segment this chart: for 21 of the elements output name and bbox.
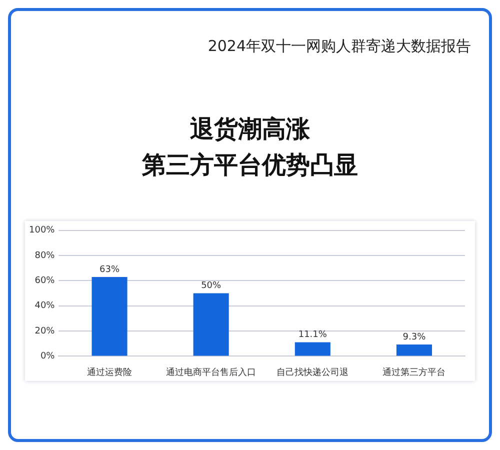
y-tick-label: 20% — [34, 326, 56, 336]
text: 2024年双十一网购人群寄递大数据报告 — [208, 37, 471, 56]
bar — [294, 342, 330, 356]
bar — [193, 293, 229, 356]
y-tick-label: 0% — [40, 352, 56, 362]
y-tick-label: 80% — [34, 250, 56, 261]
x-tick-label: 自己找快递公司退 — [276, 366, 349, 378]
x-tick-label: 通过电商平台售后入口 — [166, 366, 256, 378]
bar — [396, 344, 432, 356]
data-label: 11.1% — [298, 330, 328, 340]
data-label: 63% — [100, 264, 120, 275]
chart-title: 退货潮高涨 — [189, 114, 311, 145]
data-label: 50% — [201, 281, 222, 292]
y-tick-label: 60% — [34, 276, 56, 286]
bar — [92, 276, 128, 356]
chart-subtitle: 第三方平台优势凸显 — [141, 150, 359, 181]
data-label: 9.3% — [402, 332, 426, 342]
x-tick-label: 通过运费险 — [87, 366, 132, 378]
y-tick-label: 100% — [28, 226, 56, 236]
y-tick-label: 40% — [34, 301, 56, 312]
x-tick-label: 通过第三方平台 — [382, 366, 446, 378]
